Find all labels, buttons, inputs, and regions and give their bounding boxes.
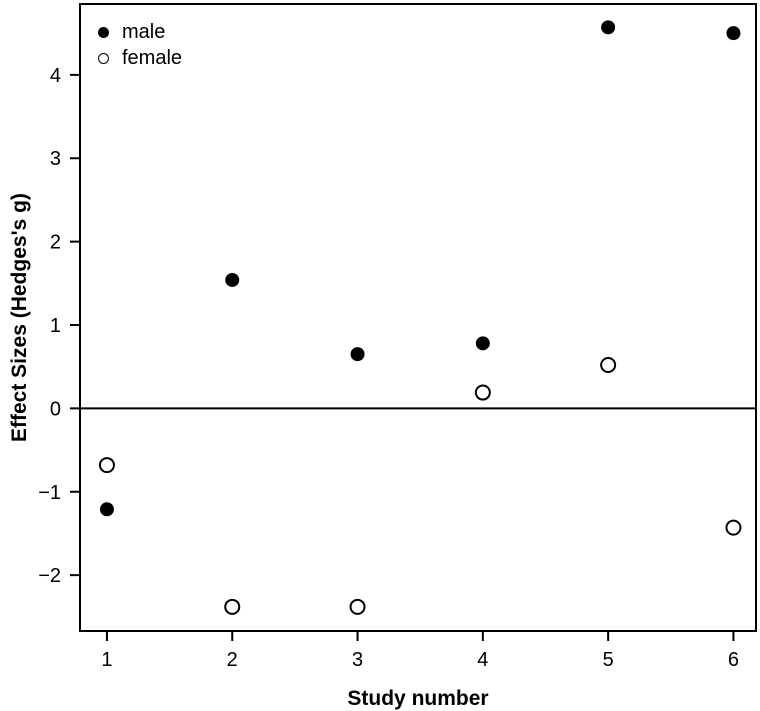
legend-item-male: male xyxy=(98,19,182,45)
y-tick-label: 4 xyxy=(50,65,61,87)
legend-label-female: female xyxy=(122,47,183,69)
x-tick-label: 1 xyxy=(101,649,112,671)
point-female-study-6 xyxy=(725,519,742,536)
filled-circle-icon xyxy=(98,26,109,38)
x-tick-label: 5 xyxy=(603,649,614,671)
y-tick-label: 3 xyxy=(50,148,61,170)
y-tick-label: −2 xyxy=(38,565,61,587)
point-male-study-2 xyxy=(225,272,240,287)
y-tick-label: −1 xyxy=(38,482,61,504)
point-male-study-4 xyxy=(475,336,490,351)
point-female-study-4 xyxy=(474,384,491,401)
x-tick-label: 6 xyxy=(728,649,739,671)
point-female-study-1 xyxy=(98,457,115,474)
point-male-study-1 xyxy=(99,502,114,517)
x-tick-label: 2 xyxy=(227,649,238,671)
y-axis-title: Effect Sizes (Hedges's g) xyxy=(8,193,31,442)
y-tick-label: 1 xyxy=(50,315,61,337)
point-male-study-6 xyxy=(726,26,741,41)
plot-box xyxy=(79,3,757,632)
point-male-study-5 xyxy=(601,20,616,35)
x-axis-title: Study number xyxy=(347,687,489,710)
point-female-study-5 xyxy=(600,357,617,374)
open-circle-icon xyxy=(98,52,109,64)
point-female-study-3 xyxy=(349,598,366,615)
x-tick-label: 3 xyxy=(352,649,363,671)
y-tick-label: 0 xyxy=(50,398,61,420)
plot-legend: male female xyxy=(98,19,182,71)
legend-label-male: male xyxy=(122,21,166,43)
point-male-study-3 xyxy=(350,347,365,362)
point-female-study-2 xyxy=(224,598,241,615)
y-tick-label: 2 xyxy=(50,232,61,254)
legend-item-female: female xyxy=(98,45,182,71)
x-tick-label: 4 xyxy=(477,649,488,671)
